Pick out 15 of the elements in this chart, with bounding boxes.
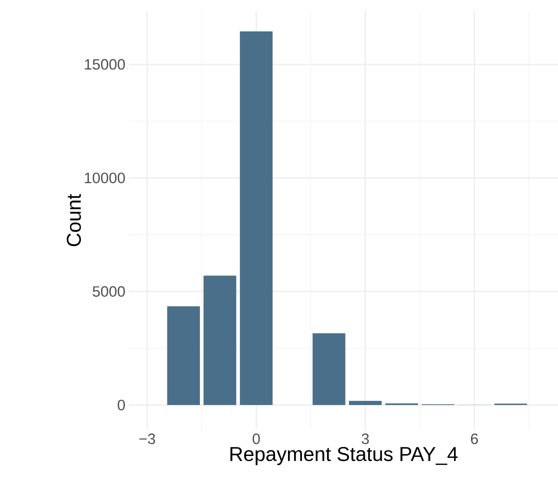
bar	[312, 333, 346, 406]
x-tick-label: 0	[252, 434, 260, 444]
y-tick-label: 10000	[84, 172, 125, 184]
y-axis-title: Count	[66, 194, 81, 246]
bar	[204, 276, 236, 406]
x-tick-label: −3	[139, 434, 156, 444]
bar	[240, 31, 273, 406]
bar	[167, 306, 200, 406]
bar	[348, 400, 382, 406]
x-axis-title: Repayment Status PAY_4	[230, 446, 458, 466]
y-tick-label: 5000	[92, 286, 125, 297]
y-tick-label: 0	[118, 400, 125, 410]
y-tick-label: 15000	[84, 59, 125, 70]
x-tick-label: 6	[470, 434, 478, 444]
x-tick-label: 3	[362, 434, 369, 444]
